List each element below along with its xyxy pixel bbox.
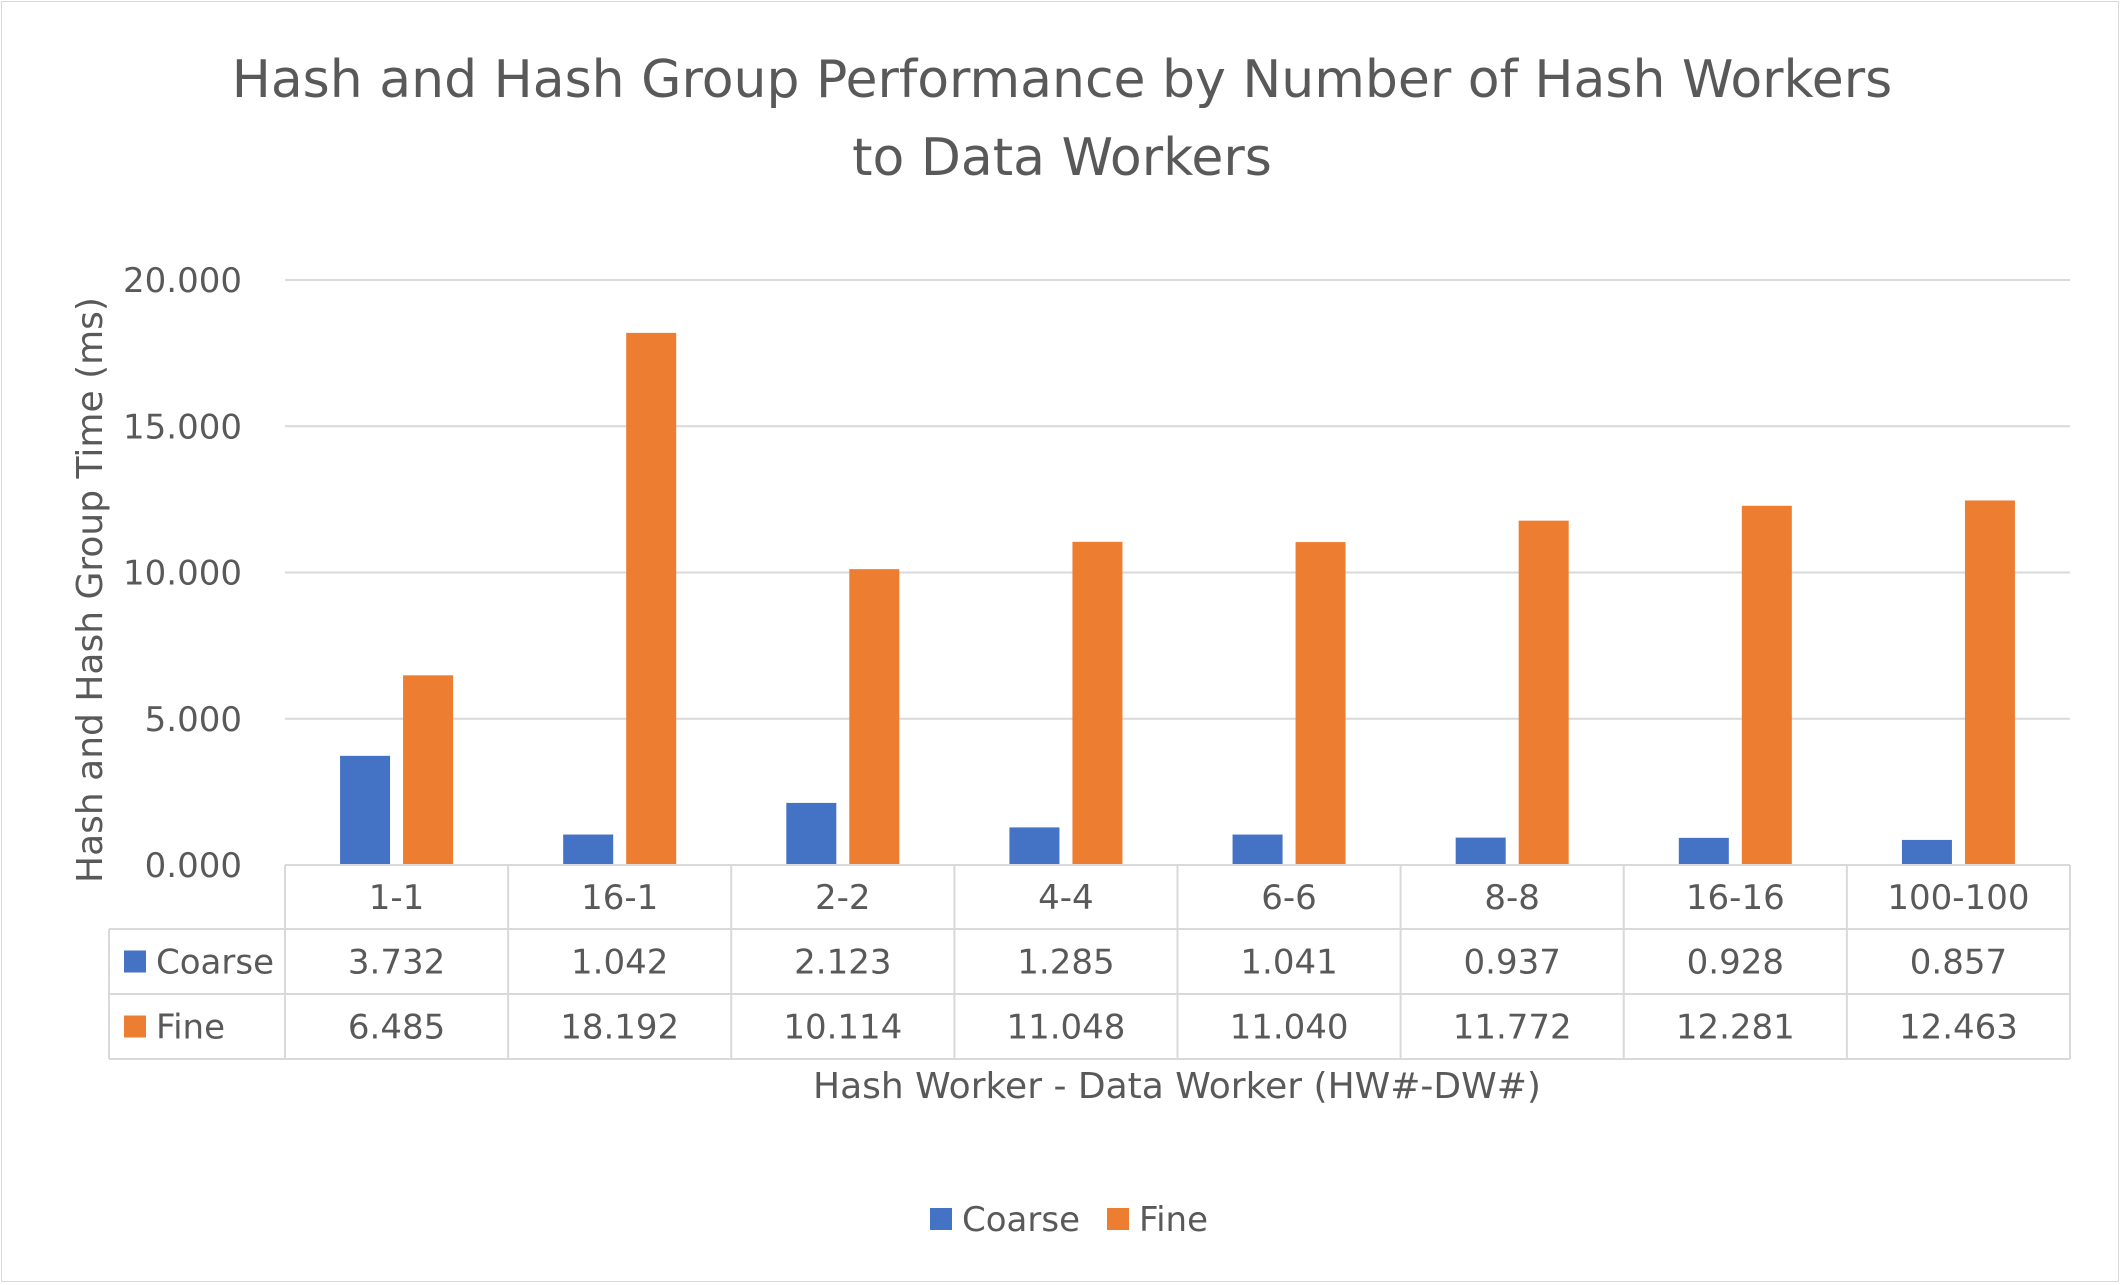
legend-key-coarse [930,1208,952,1230]
data-table: 1-1 16-1 2-2 4-4 6-6 8-8 16-16 100-100 Coarse 3.7… [108,864,2071,1060]
x-category-label: 6-6 [1261,878,1317,918]
gridlines [285,279,2070,866]
bar-fine-8-8 [1518,520,1569,865]
table-value-cell: 18.192 [560,1008,679,1048]
bar-fine-16-1 [626,332,677,865]
bars [340,332,2015,865]
x-axis-title: Hash Worker - Data Worker (HW#-DW#) [813,1066,1541,1107]
table-value-cell: 11.040 [1230,1008,1349,1048]
x-category-label: 16-16 [1686,878,1785,918]
bar-coarse-2-2 [786,802,837,865]
bar-fine-6-6 [1295,542,1346,865]
bar-coarse-1-1 [340,755,391,865]
bar-fine-100-100 [1964,500,2015,865]
bar-fine-2-2 [849,569,900,865]
table-value-cell: 0.937 [1464,943,1561,983]
bar-coarse-6-6 [1232,834,1283,865]
table-value-cell: 10.114 [783,1008,902,1048]
x-category-label: 8-8 [1484,878,1540,918]
x-category-label: 16-1 [581,878,658,918]
table-legend-key-coarse [124,950,146,973]
y-tick-label: 10.000 [123,554,242,594]
table-value-cell: 1.285 [1017,943,1114,983]
table-value-cell: 6.485 [348,1008,445,1048]
table-value-cell: 1.042 [571,943,668,983]
table-value-cell: 2.123 [794,943,891,983]
bar-coarse-16-16 [1678,837,1729,865]
legend: Coarse Fine [930,1200,1208,1240]
table-value-cell: 12.281 [1676,1008,1795,1048]
table-value-cell: 11.772 [1453,1008,1572,1048]
x-category-label: 1-1 [369,878,425,918]
x-category-label: 100-100 [1887,878,2029,918]
y-tick-label: 20.000 [123,261,242,301]
chart-title: Hash and Hash Group Performance by Numbe… [232,50,1893,188]
table-value-cell: 1.041 [1240,943,1337,983]
chart-title-line-1: Hash and Hash Group Performance by Numbe… [232,50,1893,110]
bar-fine-1-1 [403,675,454,865]
legend-key-fine [1107,1208,1129,1230]
bar-fine-16-16 [1741,505,1792,865]
x-category-label: 4-4 [1038,878,1094,918]
bar-coarse-16-1 [563,834,614,865]
bar-coarse-8-8 [1455,837,1506,865]
y-axis-title: Hash and Hash Group Time (ms) [70,297,111,883]
chart-title-line-2: to Data Workers [852,128,1272,188]
y-tick-label: 5.000 [145,700,242,740]
table-legend-key-fine [124,1015,146,1038]
table-value-cell: 0.928 [1687,943,1784,983]
y-axis-ticks: 0.000 5.000 10.000 15.000 20.000 [123,261,242,886]
x-category-label: 2-2 [815,878,871,918]
table-value-cell: 3.732 [348,943,445,983]
table-value-cell: 12.463 [1899,1008,2018,1048]
y-tick-label: 15.000 [123,407,242,447]
y-tick-label: 0.000 [145,846,242,886]
table-value-cell: 0.857 [1910,943,2007,983]
table-series-name: Coarse [156,943,274,983]
legend-label-fine: Fine [1139,1200,1208,1240]
legend-label-coarse: Coarse [962,1200,1080,1240]
table-series-name: Fine [156,1008,225,1048]
table-value-cell: 11.048 [1006,1008,1125,1048]
bar-coarse-100-100 [1901,839,1952,865]
bar-coarse-4-4 [1009,827,1060,865]
bar-fine-4-4 [1072,541,1123,865]
